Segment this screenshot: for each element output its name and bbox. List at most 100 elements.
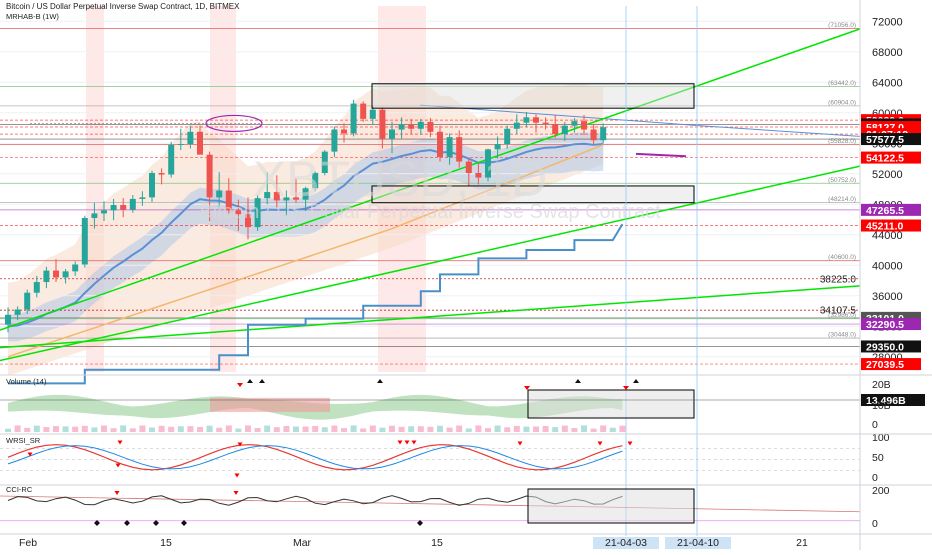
candle-body-26: [254, 198, 261, 228]
volume-bar-64: [619, 425, 626, 432]
candle-body-23: [225, 190, 232, 211]
volume-bar-30: [293, 426, 299, 432]
plain-level-label-0: 38225.0: [820, 274, 857, 285]
volume-bar-15: [149, 427, 155, 432]
plain-level-label-1: 34107.5: [820, 306, 857, 317]
level-label-7: (32986.0): [828, 312, 856, 319]
volume-bar-10: [101, 425, 107, 432]
candle-body-44: [427, 121, 434, 132]
y-tick-label-4: 44000: [872, 230, 903, 242]
volume-bar-35: [341, 428, 347, 432]
volume-bar-23: [225, 425, 232, 432]
candle-body-51: [494, 144, 501, 150]
candle-body-0: [5, 314, 11, 325]
wrsi-tick-0: 100: [872, 432, 890, 444]
y-tick-label-11: 72000: [872, 16, 903, 28]
x-tick-label-5: 21-04-03: [605, 537, 647, 549]
candle-body-2: [24, 292, 31, 310]
volume-bar-28: [273, 427, 280, 432]
x-tick-label-0: Feb: [19, 537, 37, 549]
volume-bar-3: [33, 425, 40, 432]
candle-body-52: [504, 128, 511, 145]
volume-bar-2: [24, 427, 31, 432]
level-label-8: (30448.0): [828, 332, 856, 339]
volume-marker-6: [623, 386, 629, 390]
y-tick-label-10: 68000: [872, 47, 903, 59]
level-label-5: (48214.0): [828, 196, 856, 203]
candle-body-9: [91, 213, 98, 218]
price-tag-bg-5: [861, 151, 921, 164]
volume-bar-42: [408, 426, 415, 432]
volume-bar-0: [5, 428, 11, 432]
candle-body-59: [571, 121, 578, 126]
wrsi-marker-0: [117, 440, 123, 445]
volume-bar-16: [158, 425, 165, 432]
volume-bar-60: [581, 425, 587, 432]
volume-pane-title: Volume (14): [6, 377, 47, 386]
candle-body-10: [101, 210, 107, 214]
cci-marker-2: [153, 520, 159, 526]
wrsi-line: [7, 444, 623, 471]
volume-bar-26: [254, 427, 261, 432]
volume-bar-17: [168, 426, 175, 432]
volume-bar-29: [283, 425, 290, 432]
volume-bar-41: [398, 426, 405, 432]
grid-layer: [0, 20, 860, 358]
candle-body-4: [43, 270, 50, 283]
volume-bar-38: [369, 425, 376, 432]
candle-body-16: [158, 172, 165, 175]
volume-bar-4: [43, 427, 50, 432]
volume-bar-6: [62, 426, 69, 432]
volume-bar-9: [91, 427, 98, 432]
chart-title: Bitcoin / US Dollar Perpetual Inverse Sw…: [6, 2, 240, 11]
level-label-1: (63442.0): [828, 80, 856, 87]
volume-bar-12: [120, 425, 127, 432]
candle-body-5: [53, 270, 59, 278]
price-tag-11: 27039.5: [866, 359, 904, 371]
volume-box: [527, 389, 695, 419]
price-tag-9: 32290.5: [866, 319, 904, 331]
volume-bar-14: [139, 425, 146, 432]
wrsi-tick-2: 0: [872, 472, 878, 484]
watermark-symbol: XBTUSD, 1D: [253, 151, 548, 207]
price-tag-bg-4: [861, 133, 921, 146]
price-tag-4: 57577.5: [866, 134, 904, 146]
candle-body-3: [33, 282, 40, 293]
price-tag-bg-9: [861, 318, 921, 331]
volume-tick-0: 20B: [872, 379, 891, 391]
candle-body-20: [197, 131, 203, 155]
volume-bar-34: [331, 425, 338, 432]
candle-body-54: [523, 117, 530, 123]
y-tick-label-3: 40000: [872, 260, 903, 272]
volume-bar-46: [446, 427, 453, 432]
volume-tag-bg: [861, 394, 925, 406]
price-tag-bg-2: [861, 121, 921, 134]
support-box: [371, 185, 695, 204]
cci-tick-1: 0: [872, 518, 878, 530]
cci-marker-0: [94, 520, 100, 526]
level-label-0: (71056.0): [828, 22, 856, 29]
wrsi-tick-1: 50: [872, 452, 884, 464]
candle-body-45: [437, 131, 443, 157]
candle-body-33: [321, 151, 328, 173]
step-line-layer: [8, 223, 624, 385]
volume-bar-63: [609, 427, 616, 432]
wrsi-pane-title: WRSI_SR: [6, 436, 41, 445]
price-tag-bg-11: [861, 358, 921, 371]
volume-bar-56: [542, 426, 549, 432]
candle-body-43: [417, 121, 424, 129]
x-tick-label-3: 15: [431, 537, 443, 549]
volume-bar-61: [590, 428, 597, 432]
wrsi-marker-3: [404, 440, 410, 445]
candle-body-19: [187, 131, 194, 145]
candle-body-11: [110, 205, 117, 211]
candle-body-62: [600, 127, 607, 141]
level-label-3: (55828.0): [828, 138, 856, 145]
candle-body-12: [120, 205, 127, 210]
volume-bar-5: [53, 426, 59, 432]
price-tag-7: 45211.0: [866, 221, 904, 233]
volume-bar-52: [504, 427, 511, 432]
x-label-highlight-6: [665, 537, 731, 549]
